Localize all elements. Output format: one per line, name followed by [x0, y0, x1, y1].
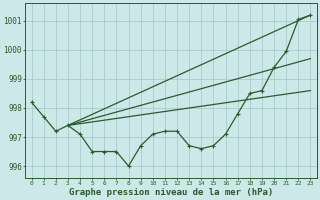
X-axis label: Graphe pression niveau de la mer (hPa): Graphe pression niveau de la mer (hPa) [69, 188, 273, 197]
